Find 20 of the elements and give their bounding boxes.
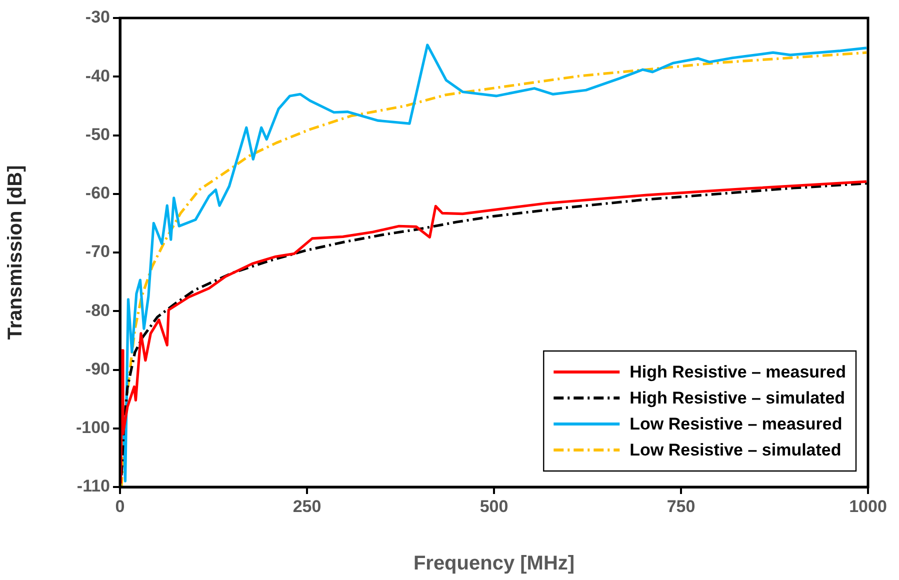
y-tick-label: -40 [85, 66, 110, 86]
legend-label: High Resistive – measured [630, 362, 846, 382]
x-tick-label: 250 [292, 496, 322, 516]
y-tick-label: -110 [76, 476, 110, 496]
y-tick-label: -80 [85, 300, 110, 320]
y-tick-label: -60 [85, 184, 110, 203]
x-tick-label: 0 [115, 496, 125, 516]
legend-label: Low Resistive – measured [630, 414, 842, 434]
y-tick-label: -30 [85, 8, 110, 27]
y-axis-title: Transmission [dB] [4, 165, 27, 340]
x-tick-label: 750 [666, 496, 696, 516]
legend-label: Low Resistive – simulated [630, 440, 842, 460]
y-tick-label: -70 [85, 242, 110, 262]
x-axis-title: Frequency [MHz] [413, 552, 575, 575]
x-tick-label: 500 [480, 496, 508, 516]
y-tick-label: -100 [76, 418, 110, 438]
legend-label: High Resistive – simulated [630, 388, 846, 408]
y-tick-label: -50 [85, 124, 110, 144]
y-tick-label: -90 [85, 359, 110, 378]
x-tick-label: 1000 [849, 496, 887, 516]
